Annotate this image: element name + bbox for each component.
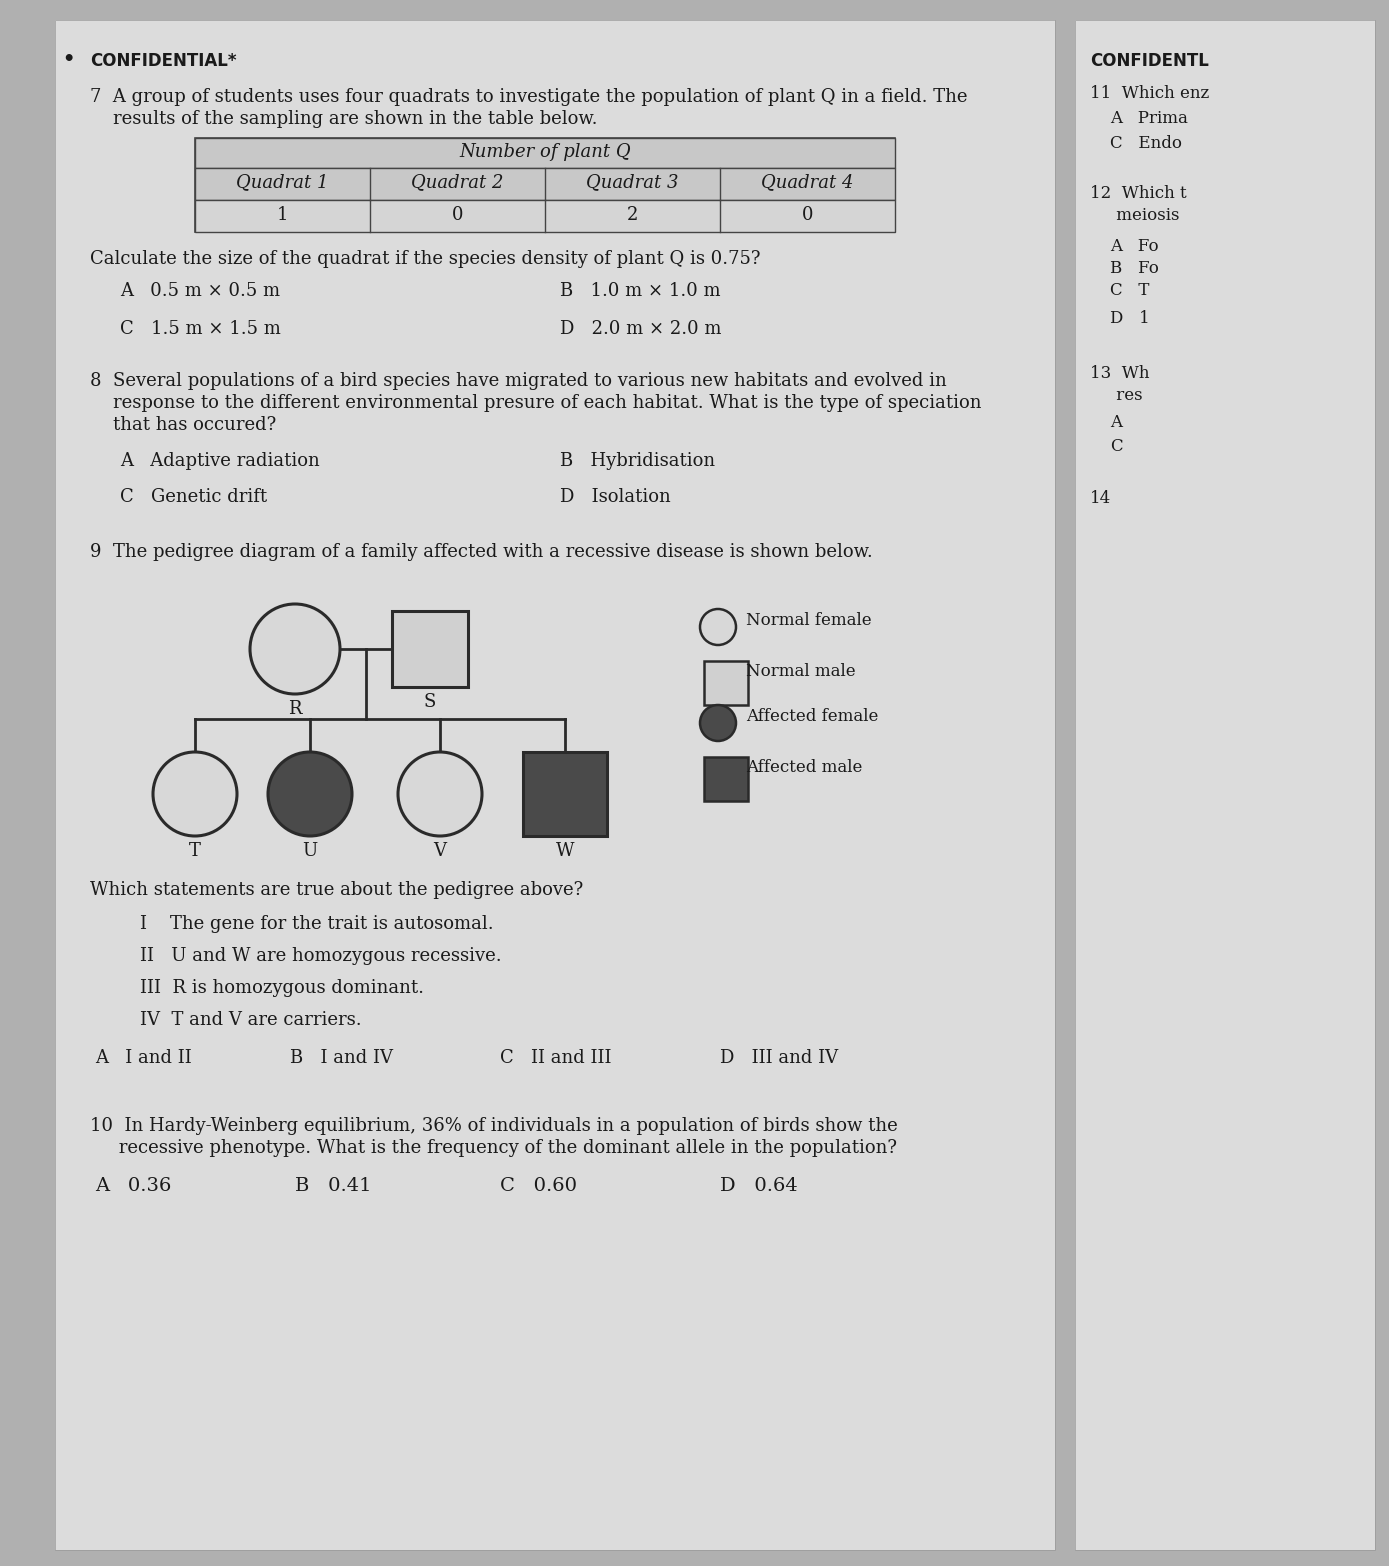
Text: C: C [1110,438,1122,456]
Circle shape [250,604,340,694]
Text: recessive phenotype. What is the frequency of the dominant allele in the populat: recessive phenotype. What is the frequen… [90,1138,897,1157]
Text: B   Hybridisation: B Hybridisation [560,453,715,470]
Text: 14: 14 [1090,490,1111,507]
Text: D   2.0 m × 2.0 m: D 2.0 m × 2.0 m [560,319,721,338]
Text: A   Adaptive radiation: A Adaptive radiation [119,453,319,470]
Text: B   Fo: B Fo [1110,260,1158,277]
Text: B   0.41: B 0.41 [294,1178,371,1195]
Text: Normal female: Normal female [746,612,872,630]
Text: D   1: D 1 [1110,310,1150,327]
Text: R: R [289,700,301,717]
Text: C   T: C T [1110,282,1149,299]
Bar [524,752,607,836]
Bar [56,20,1056,1550]
Text: Quadrat 3: Quadrat 3 [586,172,679,191]
Bar [194,138,895,232]
Text: 10  In Hardy-Weinberg equilibrium, 36% of individuals in a population of birds s: 10 In Hardy-Weinberg equilibrium, 36% of… [90,1117,897,1135]
Circle shape [700,705,736,741]
Text: D   Isolation: D Isolation [560,489,671,506]
Bar [56,20,1056,1550]
Text: Quadrat 4: Quadrat 4 [761,172,854,191]
Circle shape [153,752,238,836]
Bar [194,138,895,168]
Text: I    The gene for the trait is autosomal.: I The gene for the trait is autosomal. [140,915,493,933]
Text: A   0.36: A 0.36 [94,1178,171,1195]
Text: 1: 1 [276,207,289,224]
Text: S: S [424,694,436,711]
Text: C   Endo: C Endo [1110,135,1182,152]
Text: 12  Which t: 12 Which t [1090,185,1186,202]
Circle shape [700,609,736,645]
Text: 8  Several populations of a bird species have migrated to various new habitats a: 8 Several populations of a bird species … [90,373,947,390]
Text: B   1.0 m × 1.0 m: B 1.0 m × 1.0 m [560,282,721,301]
Text: U: U [303,843,318,860]
Text: 2: 2 [626,207,638,224]
Bar [704,661,749,705]
Text: 9  The pedigree diagram of a family affected with a recessive disease is shown b: 9 The pedigree diagram of a family affec… [90,543,872,561]
Text: C   II and III: C II and III [500,1049,611,1066]
Bar [194,200,895,232]
Text: 0: 0 [801,207,813,224]
Text: Quadrat 2: Quadrat 2 [411,172,504,191]
Text: •: • [63,50,75,67]
Text: B   I and IV: B I and IV [290,1049,393,1066]
Text: 11  Which enz: 11 Which enz [1090,85,1210,102]
Text: C   1.5 m × 1.5 m: C 1.5 m × 1.5 m [119,319,281,338]
Text: 13  Wh: 13 Wh [1090,365,1150,382]
Text: 0: 0 [451,207,464,224]
Text: A   0.5 m × 0.5 m: A 0.5 m × 0.5 m [119,282,281,301]
Text: III  R is homozygous dominant.: III R is homozygous dominant. [140,979,424,998]
Text: 7  A group of students uses four quadrats to investigate the population of plant: 7 A group of students uses four quadrats… [90,88,968,106]
Text: Affected female: Affected female [746,708,878,725]
Text: IV  T and V are carriers.: IV T and V are carriers. [140,1012,361,1029]
Text: D   0.64: D 0.64 [720,1178,797,1195]
Bar [704,756,749,800]
Text: Which statements are true about the pedigree above?: Which statements are true about the pedi… [90,882,583,899]
Text: A   Prima: A Prima [1110,110,1188,127]
Text: Calculate the size of the quadrat if the species density of plant Q is 0.75?: Calculate the size of the quadrat if the… [90,251,761,268]
Text: CONFIDENTL: CONFIDENTL [1090,52,1208,70]
Bar [194,168,895,200]
Text: A   Fo: A Fo [1110,238,1158,255]
Text: Quadrat 1: Quadrat 1 [236,172,329,191]
Text: that has occured?: that has occured? [90,417,276,434]
Text: res: res [1090,387,1143,404]
Bar [392,611,468,687]
Text: C   0.60: C 0.60 [500,1178,576,1195]
Circle shape [399,752,482,836]
Text: T: T [189,843,201,860]
Text: Number of plant Q: Number of plant Q [460,143,631,161]
Text: A   I and II: A I and II [94,1049,192,1066]
Text: II   U and W are homozygous recessive.: II U and W are homozygous recessive. [140,947,501,965]
Text: response to the different environmental presure of each habitat. What is the typ: response to the different environmental … [90,395,982,412]
Text: Affected male: Affected male [746,760,863,777]
Text: D   III and IV: D III and IV [720,1049,838,1066]
Bar [1075,20,1375,1550]
Text: W: W [556,843,574,860]
Bar [1075,20,1375,1550]
Text: A: A [1110,413,1122,431]
Text: C   Genetic drift: C Genetic drift [119,489,267,506]
Text: CONFIDENTIAL*: CONFIDENTIAL* [90,52,236,70]
Text: V: V [433,843,446,860]
Circle shape [268,752,351,836]
Text: results of the sampling are shown in the table below.: results of the sampling are shown in the… [90,110,597,128]
Text: meiosis: meiosis [1090,207,1179,224]
Text: Normal male: Normal male [746,662,856,680]
